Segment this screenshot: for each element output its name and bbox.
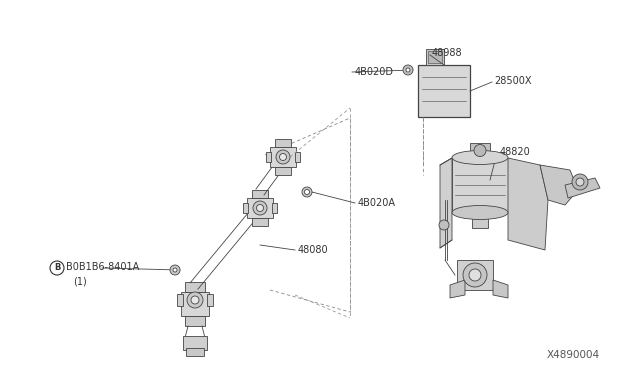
- Polygon shape: [493, 280, 508, 298]
- Bar: [418, 65, 470, 117]
- Circle shape: [50, 261, 64, 275]
- Bar: [266, 152, 271, 162]
- Text: 4B020D: 4B020D: [355, 67, 394, 77]
- Text: (1): (1): [73, 276, 87, 286]
- Circle shape: [305, 189, 310, 195]
- Bar: [252, 190, 268, 198]
- Text: 48080: 48080: [298, 245, 328, 255]
- Text: B0B1B6-8401A: B0B1B6-8401A: [66, 262, 140, 272]
- Text: 48988: 48988: [432, 48, 463, 58]
- Bar: [181, 292, 209, 316]
- Bar: [275, 167, 291, 175]
- Bar: [186, 348, 204, 356]
- Circle shape: [253, 201, 267, 215]
- Circle shape: [403, 65, 413, 75]
- Circle shape: [463, 263, 487, 287]
- Polygon shape: [565, 178, 600, 198]
- Bar: [295, 152, 300, 162]
- Bar: [252, 218, 268, 226]
- Circle shape: [276, 150, 290, 164]
- Bar: [275, 139, 291, 147]
- Bar: [207, 294, 213, 306]
- Circle shape: [302, 187, 312, 197]
- Polygon shape: [450, 280, 465, 298]
- Circle shape: [469, 269, 481, 281]
- Text: B: B: [54, 263, 60, 273]
- Bar: [272, 203, 277, 213]
- Circle shape: [257, 205, 264, 212]
- Circle shape: [572, 174, 588, 190]
- Text: 28500X: 28500X: [494, 76, 531, 86]
- Bar: [185, 316, 205, 326]
- Circle shape: [187, 292, 203, 308]
- Bar: [457, 260, 493, 290]
- Circle shape: [406, 68, 410, 72]
- Bar: [243, 203, 248, 213]
- Bar: [472, 208, 488, 228]
- Bar: [470, 142, 490, 157]
- Bar: [183, 336, 207, 350]
- Bar: [247, 198, 273, 218]
- Bar: [452, 157, 508, 212]
- Text: 48820: 48820: [500, 147, 531, 157]
- Circle shape: [439, 220, 449, 230]
- Text: X4890004: X4890004: [547, 350, 600, 360]
- Circle shape: [576, 178, 584, 186]
- Polygon shape: [540, 165, 578, 205]
- Circle shape: [280, 154, 287, 160]
- Bar: [177, 294, 183, 306]
- Ellipse shape: [452, 205, 508, 219]
- Ellipse shape: [452, 151, 508, 164]
- Circle shape: [191, 296, 199, 304]
- Circle shape: [173, 268, 177, 272]
- Bar: [428, 51, 442, 63]
- Bar: [185, 282, 205, 292]
- Bar: [270, 147, 296, 167]
- Circle shape: [474, 144, 486, 157]
- Text: 4B020A: 4B020A: [358, 198, 396, 208]
- Circle shape: [170, 265, 180, 275]
- Polygon shape: [440, 158, 452, 248]
- Polygon shape: [508, 158, 548, 250]
- Bar: [426, 49, 444, 65]
